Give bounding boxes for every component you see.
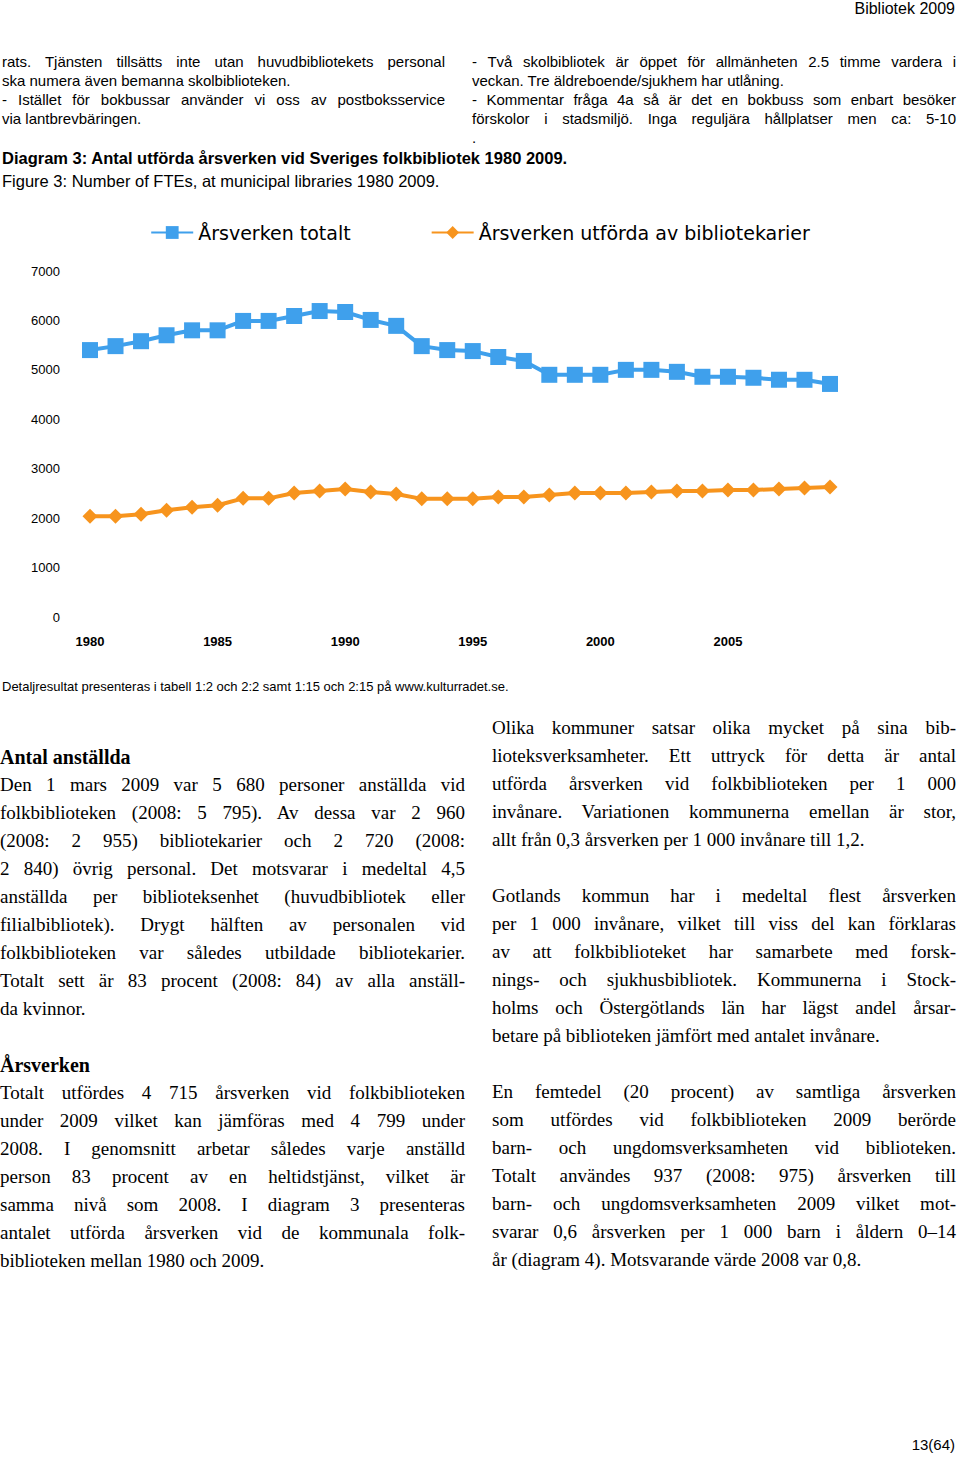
svg-text:6000: 6000 [31, 313, 60, 328]
html-text:barn- och ungdomsverksamheten: barn- och ungdomsverksamheten vid biblio… [492, 1137, 956, 1158]
html-text:Totalt sett är 83 procent (200: Totalt sett är 83 procent (2008: 84) av … [0, 970, 465, 991]
html-text:lioteksverksamheter. Ett uttry: lioteksverksamheter. Ett uttryck för det… [492, 745, 956, 766]
html-text:Olika kommuner satsar olika my: Olika kommuner satsar olika mycket på si… [492, 717, 956, 738]
html-text:Detaljresultat presenteras i t: Detaljresultat presenteras i tabell 1:2 … [2, 679, 509, 694]
html-text:folkbiblioteken var således ut: folkbiblioteken var således utbildade bi… [0, 942, 465, 963]
html-text:En femtedel (20 procent) av sa: En femtedel (20 procent) av samtliga års… [492, 1081, 956, 1102]
html-text:Den 1 mars 2009 var 5 680 pers: Den 1 mars 2009 var 5 680 personer anstä… [0, 774, 465, 795]
html-text:Figure 3: Number of FTEs, at m: Figure 3: Number of FTEs, at municipal l… [2, 172, 440, 190]
html-text:via lantbrevbäringen.: via lantbrevbäringen. [2, 110, 142, 127]
svg-text:7000: 7000 [31, 264, 60, 279]
svg-text:2000: 2000 [586, 634, 615, 649]
html-text:förskolor i stadsmiljö. Inga r: förskolor i stadsmiljö. Inga reguljära h… [472, 110, 956, 127]
html-text:Totalt användes 937 (2008: 975: Totalt användes 937 (2008: 975) årsverke… [492, 1165, 956, 1186]
html-text:(2008: 2 955) bibliotekarier o: (2008: 2 955) bibliotekarier och 2 720 (… [0, 830, 465, 851]
html-text:Årsverken: Årsverken [0, 1054, 90, 1076]
html-text:år (diagram 4). Motsvarande vä: år (diagram 4). Motsvarande värde 2008 v… [492, 1249, 862, 1270]
svg-text:1000: 1000 [31, 560, 60, 575]
html-text:Diagram 3: Antal utförda årsve: Diagram 3: Antal utförda årsverken vid S… [2, 149, 568, 167]
html-text:2008. I genomsnitt arbetar sål: 2008. I genomsnitt arbetar således varje… [0, 1138, 465, 1159]
html-text:under 2009 vilket kan jämföras: under 2009 vilket kan jämföras med 4 799… [0, 1110, 465, 1131]
html-text:utförda årsverken vid folkbibl: utförda årsverken vid folkbiblioteken pe… [492, 773, 956, 794]
svg-text:0: 0 [53, 610, 60, 625]
svg-text:4000: 4000 [31, 412, 60, 427]
svg-text:1985: 1985 [203, 634, 232, 649]
html-text:veckan. Tre äldreboende/sjukhe: veckan. Tre äldreboende/sjukhem har utlå… [472, 72, 784, 89]
html-text:per 1 000 invånare, vilket til: per 1 000 invånare, vilket till viss del… [492, 913, 956, 934]
html-text:filialbibliotek). Drygt hälfte: filialbibliotek). Drygt hälften av perso… [0, 914, 465, 935]
html-text:holms och Östergötlands län ha: holms och Östergötlands län har lägst an… [492, 997, 956, 1018]
html-text:folkbiblioteken (2008: 5 795).: folkbiblioteken (2008: 5 795). Av dessa … [0, 802, 465, 823]
html-text:rats. Tjänsten tillsätts inte: rats. Tjänsten tillsätts inte utan huvud… [2, 53, 445, 70]
svg-text:3000: 3000 [31, 461, 60, 476]
html-text:- Två skolbibliotek är öppet f: - Två skolbibliotek är öppet för allmänh… [472, 53, 956, 70]
html-text:ska numera även bemanna skolbi: ska numera även bemanna skolbiblioteken. [2, 72, 291, 89]
html-text:da kvinnor.: da kvinnor. [0, 998, 86, 1019]
html-text:biblioteken mellan 1980 och 20: biblioteken mellan 1980 och 2009. [0, 1250, 265, 1271]
html-text:nings- och sjukhusbibliotek. K: nings- och sjukhusbibliotek. Kommunerna … [492, 969, 956, 990]
html-text:svarar 0,6 årsverken per 1 000: svarar 0,6 årsverken per 1 000 barn i ål… [492, 1221, 956, 1242]
html-text:invånare. Variationen kommuner: invånare. Variationen kommunerna emellan… [492, 801, 956, 822]
html-text:- Istället för bokbussar använ: - Istället för bokbussar använder vi oss… [2, 91, 445, 108]
html-text:Antal anställda: Antal anställda [0, 746, 131, 768]
svg-text:1980: 1980 [76, 634, 105, 649]
svg-text:Årsverken utförda av bibliotek: Årsverken utförda av bibliotekarier [479, 222, 810, 244]
html-text:Bibliotek 2009: Bibliotek 2009 [854, 0, 955, 17]
html-text:2 840) övrig personal. Det mot: 2 840) övrig personal. Det motsvarar i m… [0, 858, 465, 879]
html-text:Gotlands kommun har i medeltal: Gotlands kommun har i medeltal flest års… [492, 885, 956, 906]
svg-text:5000: 5000 [31, 362, 60, 377]
svg-text:1995: 1995 [458, 634, 487, 649]
svg-text:Årsverken totalt: Årsverken totalt [198, 222, 350, 244]
html-text:av att folkbiblioteket har sam: av att folkbiblioteket har samarbete med… [492, 941, 956, 962]
svg-text:1990: 1990 [331, 634, 360, 649]
html-text:betare på biblioteken jämfört: betare på biblioteken jämfört med antale… [492, 1025, 880, 1046]
html-text:allt från 0,3 årsverken per 1: allt från 0,3 årsverken per 1 000 invåna… [492, 829, 865, 850]
svg-text:2000: 2000 [31, 511, 60, 526]
html-text:Totalt utfördes 4 715 årsverke: Totalt utfördes 4 715 årsverken vid folk… [0, 1082, 465, 1103]
html-text:- Kommentar fråga 4a så är det: - Kommentar fråga 4a så är det en bokbus… [472, 91, 956, 108]
html-text:person 83 procent av en heltid: person 83 procent av en heltidstjänst, v… [0, 1166, 465, 1187]
html-text:13(64): 13(64) [911, 1436, 955, 1453]
html-text:anställda per biblioteksenhet: anställda per biblioteksenhet (huvudbibl… [0, 886, 465, 907]
html-text:samma nivå som 2008. I diagram: samma nivå som 2008. I diagram 3 present… [0, 1194, 465, 1215]
html-text:antalet utförda årsverken vid: antalet utförda årsverken vid de kommuna… [0, 1222, 465, 1243]
html-text:som utfördes vid folkbibliotek: som utfördes vid folkbiblioteken 2009 be… [492, 1109, 956, 1130]
svg-text:2005: 2005 [713, 634, 742, 649]
html-text:barn- och ungdomsverksamheten: barn- och ungdomsverksamheten 2009 vilke… [492, 1193, 956, 1214]
